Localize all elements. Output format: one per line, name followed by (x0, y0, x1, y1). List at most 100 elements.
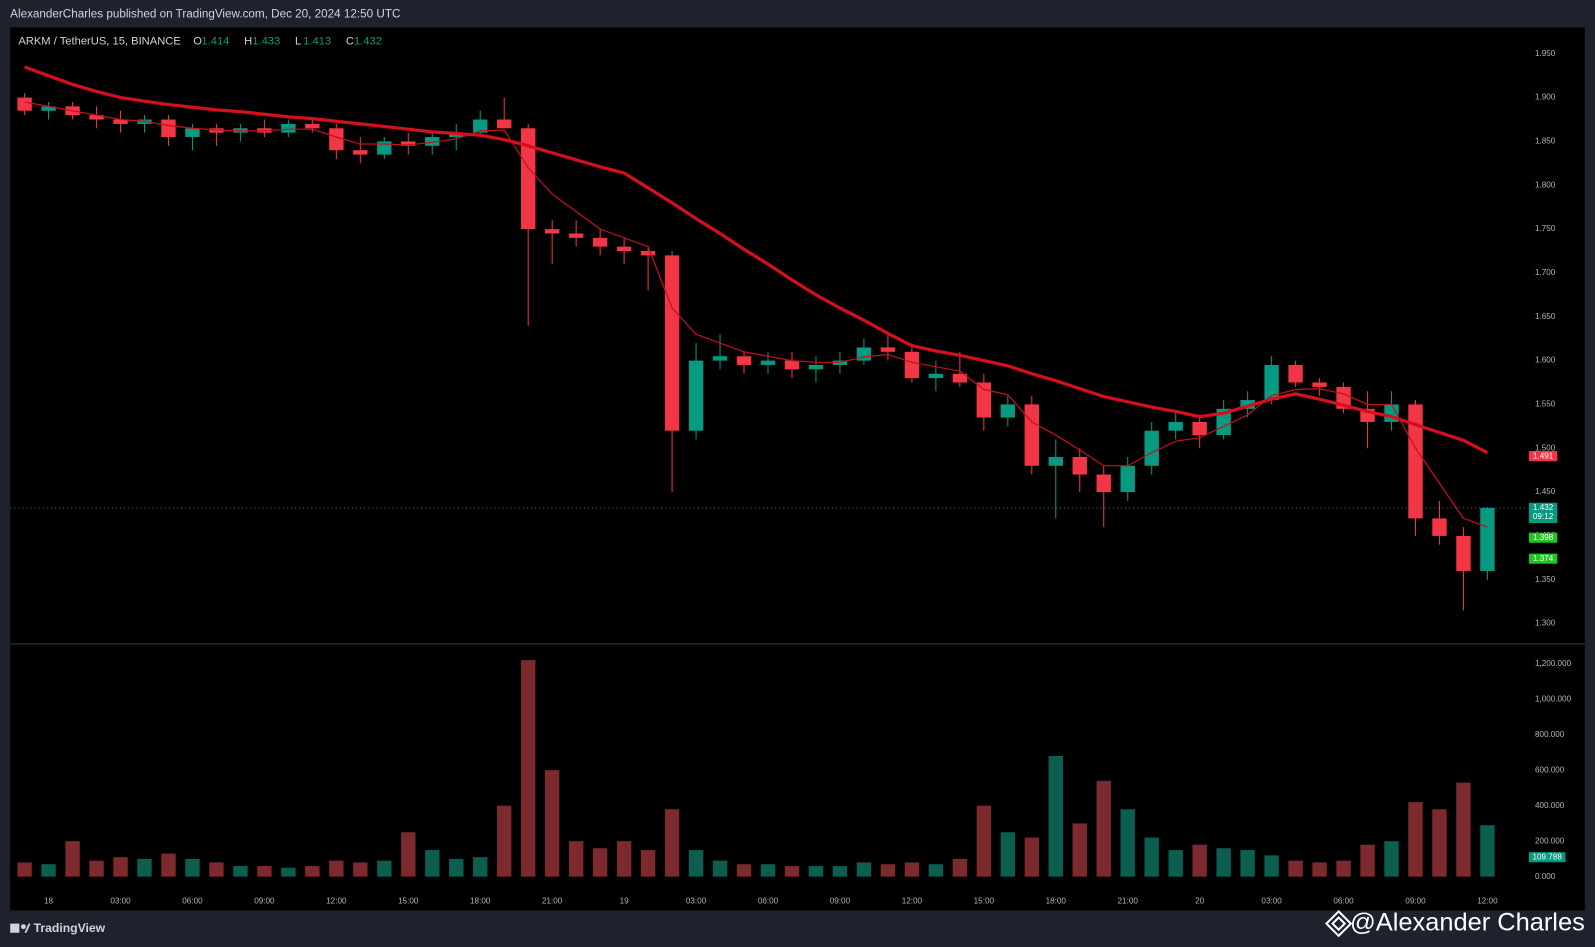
x-tick-label: 09:00 (254, 896, 275, 905)
price-tag-label: 1.432 (1533, 503, 1554, 512)
price-tag (1528, 532, 1558, 543)
x-tick-label: 12:00 (1477, 896, 1498, 905)
volume-bar (1240, 850, 1255, 877)
volume-tag-label: 109.788 (1532, 852, 1562, 861)
y-tick-label: 1.950 (1535, 49, 1556, 58)
volume-bar (640, 850, 656, 877)
candle-body (1072, 457, 1087, 475)
candle-body (520, 128, 536, 230)
volume-bar (305, 866, 320, 877)
candle-body (928, 373, 944, 379)
volume-bar (1048, 755, 1063, 877)
volume-bar (161, 853, 176, 877)
volume-tick-label: 800.000 (1535, 730, 1565, 739)
volume-tick-label: 400.000 (1535, 801, 1565, 810)
volume-bar (592, 848, 608, 877)
tv-logo (10, 923, 31, 933)
candle-body (688, 360, 704, 431)
ohlc-value: 1.413 (303, 36, 331, 48)
candle-body (305, 123, 320, 129)
candle-body (1000, 404, 1016, 418)
y-tick-label: 1.650 (1535, 312, 1556, 321)
x-tick-label: 03:00 (1261, 896, 1282, 905)
volume-bar (544, 770, 560, 877)
volume-bar (353, 862, 368, 877)
volume-bar (1408, 802, 1423, 877)
x-tick-label: 12:00 (902, 896, 923, 905)
x-tick-label: 09:00 (830, 896, 851, 905)
candle-body (760, 360, 776, 365)
y-tick-label: 1.350 (1535, 575, 1556, 584)
candle-body (161, 119, 176, 138)
volume-bar (880, 864, 896, 877)
candle-body (880, 347, 896, 352)
ohlc-key: C (346, 36, 354, 48)
candle-body (1168, 421, 1183, 431)
candle-body (616, 246, 632, 252)
candle-body (1312, 382, 1327, 387)
volume-bar (760, 864, 776, 877)
x-tick-label: 06:00 (1333, 896, 1354, 905)
volume-bar (808, 866, 824, 877)
candle-body (497, 119, 512, 129)
candle-body (544, 229, 560, 234)
volume-bar (113, 857, 128, 877)
volume-bar (1288, 860, 1303, 877)
candle-body (952, 373, 968, 383)
candle-body (1096, 474, 1111, 493)
y-tick-label: 1.700 (1535, 268, 1556, 277)
price-tag (1528, 553, 1558, 564)
ohlc-key: O (193, 36, 202, 48)
candle-body (473, 119, 488, 133)
candle-body (17, 97, 32, 111)
candle-body (1432, 518, 1447, 536)
chart-area (10, 27, 1585, 911)
watermark-logo (1324, 909, 1353, 938)
volume-bar (497, 805, 512, 877)
volume-bar (401, 832, 416, 877)
candle-body (113, 119, 128, 124)
x-tick-label: 20 (1195, 896, 1205, 905)
candle-body (281, 123, 296, 133)
candle-body (1480, 507, 1495, 571)
volume-tick-label: 1,000.000 (1535, 694, 1572, 703)
volume-bar (1336, 860, 1351, 877)
volume-bar (377, 860, 392, 877)
volume-bar (688, 850, 704, 877)
volume-bar (89, 860, 104, 877)
y-tick-label: 1.750 (1535, 224, 1556, 233)
volume-bar (1264, 855, 1279, 877)
y-tick-label: 1.500 (1535, 443, 1556, 452)
volume-bar (449, 858, 464, 877)
volume-tick-label: 1,200.000 (1535, 659, 1572, 668)
volume-bar (1360, 844, 1375, 877)
volume-bar (1480, 825, 1495, 877)
candle-body (784, 360, 800, 370)
volume-bar (952, 858, 968, 877)
volume-bar (281, 867, 296, 877)
price-tag-label: 1.491 (1533, 451, 1554, 460)
volume-tag (1528, 852, 1566, 863)
volume-tick-label: 200.000 (1535, 836, 1565, 845)
symbol-title: ARKM / TetherUS, 15, BINANCE (18, 36, 180, 48)
candle-body (1240, 400, 1255, 409)
publisher-line: AlexanderCharles published on TradingVie… (10, 7, 400, 20)
volume-bar (712, 860, 728, 877)
ohlc-key: L (295, 36, 301, 48)
volume-bar (832, 866, 848, 877)
volume-bar (856, 862, 872, 877)
volume-bar (257, 866, 272, 877)
volume-bar (209, 862, 224, 877)
candle-body (568, 233, 584, 238)
candle-body (329, 128, 344, 151)
candle-body (377, 141, 392, 155)
x-tick-label: 15:00 (974, 896, 995, 905)
candle-body (1192, 421, 1207, 436)
ohlc-value: 1.414 (201, 36, 229, 48)
price-tag (1528, 502, 1558, 524)
volume-bar (185, 858, 200, 877)
volume-bar (568, 841, 584, 877)
volume-bar (1096, 780, 1111, 877)
